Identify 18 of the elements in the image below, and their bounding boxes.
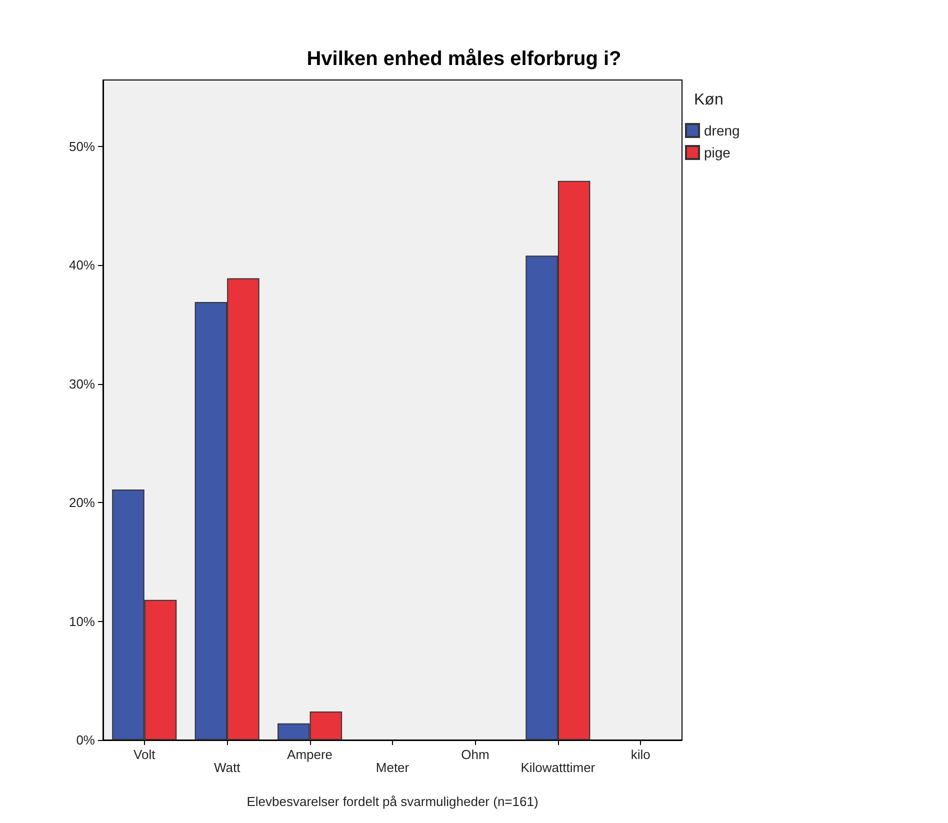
x-tick-label: Watt — [214, 760, 241, 775]
y-tick-label: 10% — [68, 614, 96, 629]
y-tick-label: 30% — [68, 376, 96, 392]
y-tick-label: 50% — [68, 138, 96, 154]
x-axis-title: Elevbesvarelser fordelt på svarmuligheder (n=161) — [246, 794, 538, 809]
legend-label: dreng — [704, 122, 740, 138]
x-tick-label: Meter — [376, 760, 410, 775]
y-tick-label: 40% — [68, 258, 96, 273]
legend-label: pige — [704, 144, 731, 160]
y-tick-label: 20% — [68, 495, 96, 510]
x-tick-label: Ohm — [461, 747, 490, 762]
x-tick-label: Ampere — [287, 747, 333, 762]
x-tick-label: kilo — [630, 747, 650, 762]
chart-title: Hvilken enhed måles elforbrug i? — [306, 48, 622, 70]
y-tick-label: 0% — [76, 732, 96, 748]
legend-title: Køn — [694, 92, 724, 108]
x-tick-label: Volt — [134, 747, 156, 762]
x-tick-label: Kilowatttimer — [520, 760, 596, 775]
